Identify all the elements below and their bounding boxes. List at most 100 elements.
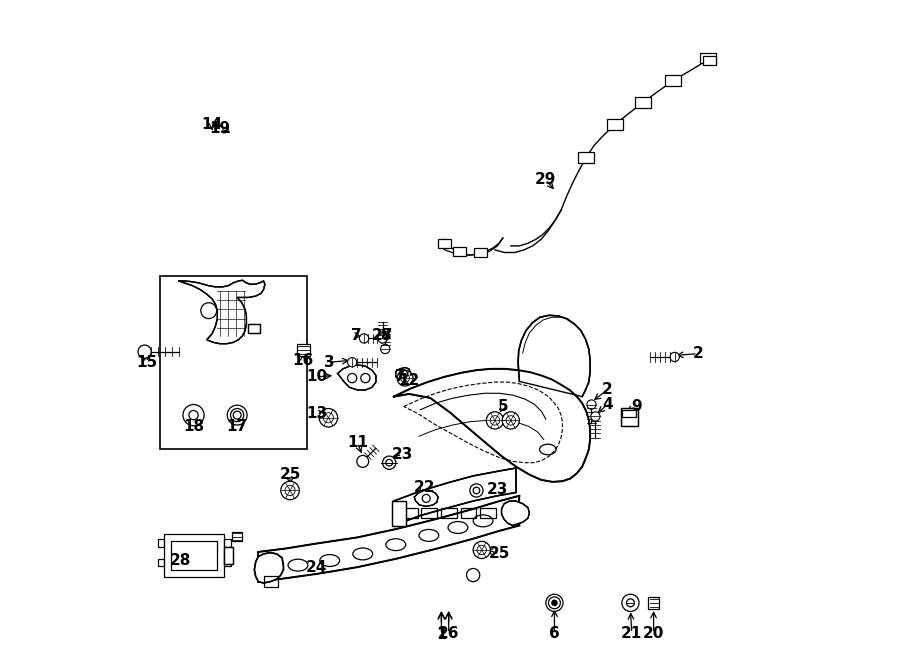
Circle shape xyxy=(378,334,387,343)
Bar xyxy=(622,410,636,417)
Text: 2: 2 xyxy=(602,383,613,397)
Bar xyxy=(421,508,436,518)
Bar xyxy=(453,247,466,256)
Text: 6: 6 xyxy=(549,626,560,641)
Circle shape xyxy=(502,412,519,429)
Bar xyxy=(620,408,638,426)
Circle shape xyxy=(545,594,563,611)
Polygon shape xyxy=(396,368,410,379)
Text: 18: 18 xyxy=(183,419,204,434)
Text: 15: 15 xyxy=(137,355,157,369)
Text: 16: 16 xyxy=(292,353,314,368)
Bar xyxy=(158,559,165,566)
Bar xyxy=(635,97,651,108)
Text: 20: 20 xyxy=(643,626,664,641)
Polygon shape xyxy=(394,369,590,482)
Text: 19: 19 xyxy=(210,122,230,136)
Circle shape xyxy=(470,484,483,497)
Bar xyxy=(608,119,623,130)
Text: 7: 7 xyxy=(351,329,362,343)
Circle shape xyxy=(382,456,396,469)
Polygon shape xyxy=(414,490,438,506)
Bar xyxy=(620,408,638,426)
Bar xyxy=(264,576,278,587)
Polygon shape xyxy=(255,553,284,583)
Circle shape xyxy=(281,481,300,500)
Circle shape xyxy=(230,408,244,422)
Text: 10: 10 xyxy=(306,369,327,384)
Text: 5: 5 xyxy=(498,399,508,414)
Text: 23: 23 xyxy=(392,447,413,462)
Circle shape xyxy=(622,594,639,611)
Bar xyxy=(473,248,487,257)
Text: 11: 11 xyxy=(347,436,368,450)
Circle shape xyxy=(397,370,413,386)
Text: 25: 25 xyxy=(279,467,301,482)
Polygon shape xyxy=(258,496,519,582)
Circle shape xyxy=(473,541,491,559)
Text: 28: 28 xyxy=(169,553,191,568)
Bar xyxy=(481,508,496,518)
Circle shape xyxy=(486,412,503,429)
Polygon shape xyxy=(179,280,265,344)
Text: 26: 26 xyxy=(438,626,459,641)
Bar xyxy=(165,534,224,577)
Circle shape xyxy=(320,408,338,427)
Text: 8: 8 xyxy=(380,329,391,343)
Bar xyxy=(438,239,451,248)
Bar xyxy=(665,75,681,86)
Circle shape xyxy=(590,412,600,421)
Circle shape xyxy=(359,334,369,343)
Bar xyxy=(171,541,217,570)
Circle shape xyxy=(356,455,369,467)
Bar xyxy=(700,53,716,63)
Text: 1: 1 xyxy=(436,627,446,642)
Bar xyxy=(578,152,594,163)
Bar xyxy=(232,532,242,541)
Text: 3: 3 xyxy=(324,355,335,369)
Bar xyxy=(402,508,418,518)
Circle shape xyxy=(381,344,390,354)
Text: 21: 21 xyxy=(621,626,643,641)
Text: 27: 27 xyxy=(372,329,393,343)
Polygon shape xyxy=(394,468,516,525)
Text: 17: 17 xyxy=(227,419,248,434)
Circle shape xyxy=(183,405,204,426)
Text: 25: 25 xyxy=(489,547,510,561)
Circle shape xyxy=(138,345,151,358)
Text: 24: 24 xyxy=(306,560,328,574)
Text: 9: 9 xyxy=(631,399,642,414)
Polygon shape xyxy=(501,501,529,525)
Text: 4: 4 xyxy=(602,397,613,412)
Bar xyxy=(248,324,260,333)
Circle shape xyxy=(347,358,356,367)
Text: 12: 12 xyxy=(399,373,419,387)
Circle shape xyxy=(548,597,561,609)
Bar xyxy=(248,324,260,333)
Text: 14: 14 xyxy=(202,117,222,132)
Text: 29: 29 xyxy=(536,173,556,187)
Bar xyxy=(392,501,406,526)
Bar xyxy=(224,539,230,547)
Circle shape xyxy=(670,352,680,362)
Circle shape xyxy=(552,600,557,605)
Bar xyxy=(158,539,165,547)
Text: 2: 2 xyxy=(692,346,703,361)
Bar xyxy=(297,344,310,356)
Text: 22: 22 xyxy=(414,481,436,495)
Polygon shape xyxy=(518,315,590,397)
Bar xyxy=(461,508,476,518)
Bar xyxy=(224,547,233,564)
Circle shape xyxy=(227,405,248,425)
Bar xyxy=(703,56,716,65)
Circle shape xyxy=(140,347,149,356)
Polygon shape xyxy=(338,365,376,390)
Text: 7: 7 xyxy=(395,369,406,384)
Circle shape xyxy=(358,457,367,466)
Bar xyxy=(160,276,307,449)
Bar xyxy=(392,501,406,526)
Bar xyxy=(224,559,230,566)
Circle shape xyxy=(587,400,596,409)
Text: 23: 23 xyxy=(487,482,508,496)
Text: 13: 13 xyxy=(306,406,327,420)
